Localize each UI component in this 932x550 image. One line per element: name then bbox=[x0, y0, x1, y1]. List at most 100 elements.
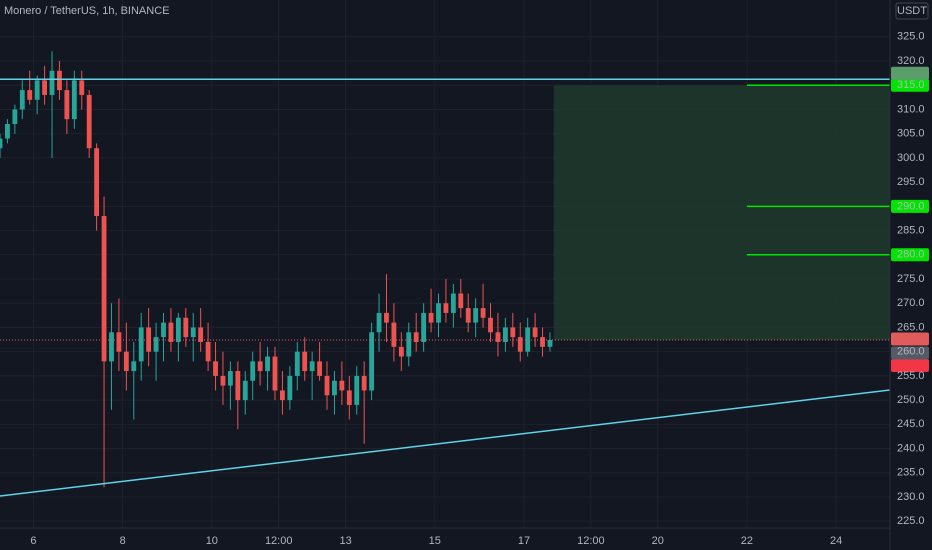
candle-body bbox=[175, 317, 181, 342]
x-tick-label: 20 bbox=[652, 535, 664, 547]
candle-body bbox=[547, 340, 553, 347]
x-tick-label: 17 bbox=[518, 535, 530, 547]
candle-body bbox=[94, 148, 100, 217]
y-tick-label: 310.0 bbox=[897, 103, 925, 115]
candle-body bbox=[116, 332, 122, 352]
candle-body bbox=[391, 322, 397, 347]
candle-body bbox=[265, 356, 270, 372]
x-tick-label: 12:00 bbox=[265, 535, 293, 547]
candle-body bbox=[79, 80, 85, 95]
y-tick-label: 280.0 bbox=[897, 249, 925, 261]
y-tick-label: 260.0 bbox=[897, 346, 925, 358]
candle-body bbox=[502, 327, 508, 342]
candle-body bbox=[398, 346, 404, 357]
candle-body bbox=[525, 327, 531, 352]
y-tick-label: 290.0 bbox=[897, 200, 925, 212]
x-tick-label: 10 bbox=[206, 535, 218, 547]
candle-body bbox=[510, 327, 516, 338]
target-label-box bbox=[891, 248, 929, 262]
y-tick-label: 320.0 bbox=[897, 55, 925, 67]
y-tick-label: 275.0 bbox=[897, 273, 925, 285]
candle-body bbox=[280, 390, 285, 401]
candle-body bbox=[488, 317, 493, 333]
candle-body bbox=[190, 327, 196, 338]
level-label-box bbox=[891, 66, 929, 80]
candle-body bbox=[101, 216, 107, 362]
candle-body bbox=[332, 380, 337, 396]
y-tick-label: 235.0 bbox=[897, 467, 925, 479]
x-tick-label: 13 bbox=[339, 535, 351, 547]
candle-body bbox=[324, 375, 330, 396]
y-tick-label: 230.0 bbox=[897, 491, 925, 503]
x-tick-label: 15 bbox=[429, 535, 441, 547]
candle-body bbox=[495, 332, 501, 342]
candle-body bbox=[473, 308, 479, 323]
candle-body bbox=[354, 375, 360, 405]
candle-body bbox=[49, 70, 55, 95]
price-label-box bbox=[891, 346, 929, 360]
candle-body bbox=[339, 380, 345, 391]
target-label-box bbox=[891, 199, 929, 213]
candle-body bbox=[384, 312, 389, 323]
candle-body bbox=[450, 293, 456, 313]
y-tick-label: 250.0 bbox=[897, 394, 925, 406]
y-tick-label: 295.0 bbox=[897, 176, 925, 188]
trendline bbox=[0, 389, 891, 497]
currency[interactable]: USDT bbox=[897, 5, 927, 17]
x-tick-label: 12:00 bbox=[577, 535, 605, 547]
candle-body bbox=[146, 327, 152, 352]
candle-body bbox=[71, 80, 77, 120]
candle-body bbox=[34, 80, 40, 100]
candle-body bbox=[86, 94, 92, 149]
y-tick-label: 245.0 bbox=[897, 418, 925, 430]
candle-body bbox=[42, 80, 48, 95]
target-label-box bbox=[891, 78, 929, 92]
candle-body bbox=[317, 361, 322, 376]
candle-body bbox=[123, 351, 129, 372]
candle-body bbox=[198, 327, 204, 342]
candle-body bbox=[0, 138, 3, 149]
candle-body bbox=[480, 308, 486, 318]
candle-body bbox=[287, 375, 293, 401]
candle-body bbox=[161, 322, 166, 338]
candle-body bbox=[294, 351, 300, 376]
candle-body bbox=[517, 337, 523, 352]
candle-body bbox=[257, 361, 263, 372]
candle-body bbox=[346, 390, 352, 405]
y-tick-label: 325.0 bbox=[897, 31, 925, 43]
last-price-label-box bbox=[891, 332, 929, 346]
y-tick-label: 315.0 bbox=[897, 79, 925, 91]
candle-body bbox=[376, 312, 382, 333]
candle-body bbox=[213, 361, 218, 376]
y-tick-label: 300.0 bbox=[897, 152, 925, 164]
candle-body bbox=[413, 332, 419, 342]
candle-body bbox=[5, 124, 10, 139]
candle-body bbox=[57, 70, 62, 91]
x-tick-label: 8 bbox=[120, 535, 126, 547]
candle-body bbox=[436, 303, 441, 323]
candle-body bbox=[369, 332, 375, 391]
candle-body bbox=[27, 90, 33, 100]
y-tick-label: 270.0 bbox=[897, 297, 925, 309]
y-tick-label: 225.0 bbox=[897, 515, 925, 527]
candle-body bbox=[302, 351, 308, 372]
candle-body bbox=[458, 293, 464, 309]
candle-body bbox=[153, 337, 159, 352]
currency-box[interactable] bbox=[895, 2, 929, 20]
target-zone bbox=[553, 85, 890, 341]
candle-body bbox=[220, 375, 226, 386]
candle-body bbox=[428, 312, 434, 323]
candle-body bbox=[227, 371, 233, 386]
candle-body bbox=[540, 337, 545, 347]
candle-body bbox=[12, 109, 18, 125]
candle-body bbox=[443, 303, 449, 313]
y-tick-label: 265.0 bbox=[897, 321, 925, 333]
candle-body bbox=[421, 312, 427, 342]
candle-body bbox=[272, 356, 278, 391]
candle-body bbox=[183, 317, 189, 338]
candle-body bbox=[532, 327, 538, 338]
candle-body bbox=[168, 322, 174, 342]
price-label-box bbox=[891, 358, 929, 372]
candle-body bbox=[242, 380, 248, 401]
